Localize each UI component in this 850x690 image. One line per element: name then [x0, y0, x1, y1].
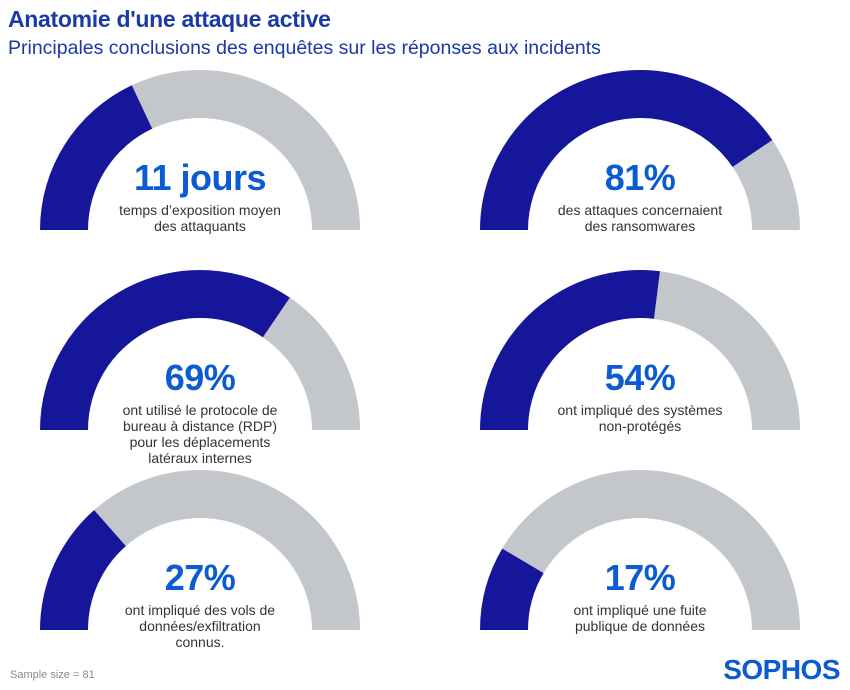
gauge-description: des attaques concernaient des ransomwares	[510, 202, 770, 234]
gauge-track	[94, 470, 361, 630]
sample-size-note: Sample size = 81	[10, 669, 95, 681]
gauge-fill	[480, 270, 661, 430]
gauge-fill	[480, 70, 773, 230]
gauge-fill	[40, 85, 153, 231]
description-line: données/exfiltration	[139, 618, 261, 634]
description-line: des attaquants	[154, 218, 246, 234]
description-line: non-protégés	[598, 418, 682, 434]
description-line: latéraux internes	[148, 450, 252, 466]
gauge-value: 81%	[604, 157, 676, 198]
description-line: des ransomwares	[584, 218, 696, 234]
gauge-label: 54% ont impliqué des systèmes non-protégés	[510, 357, 770, 435]
gauge-track	[654, 271, 800, 430]
description-line: temps d’exposition moyen	[119, 202, 281, 218]
description-line: publique de données	[574, 618, 705, 634]
gauge-fill	[40, 509, 126, 630]
gauge-value: 54%	[604, 357, 676, 398]
gauge-value: 17%	[604, 557, 676, 598]
gauge-description: ont impliqué des systèmes non-protégés	[510, 402, 770, 434]
description-line: bureau à distance (RDP)	[122, 418, 278, 434]
gauge-description: temps d’exposition moyen des attaquants	[70, 202, 330, 234]
page-subtitle: Principales conclusions des enquêtes sur…	[8, 37, 601, 59]
description-line: ont impliqué des vols de	[124, 602, 276, 618]
gauge-value: 27%	[164, 557, 236, 598]
page-title: Anatomie d'une attaque active	[8, 6, 331, 32]
description-line: des attaques concernaient	[557, 202, 723, 218]
description-line: connus.	[175, 634, 225, 650]
gauge-label: 17% ont impliqué une fuite publique de don…	[510, 557, 770, 635]
gauge-value: 69%	[164, 357, 236, 398]
description-line: ont impliqué une fuite	[573, 602, 707, 618]
gauge-track	[732, 140, 800, 230]
description-line: pour les déplacements	[129, 434, 271, 450]
gauge-track	[262, 297, 360, 430]
gauge-track	[131, 70, 360, 231]
gauge-label: 11 jours temps d’exposition moyen des atta…	[70, 157, 330, 235]
gauge-description: ont utilisé le protocole de bureau à dist…	[70, 402, 330, 466]
description-line: ont utilisé le protocole de	[122, 402, 278, 418]
gauge-track	[502, 469, 800, 630]
gauge-label: 27% ont impliqué des vols de données/exfil…	[70, 557, 330, 651]
gauge-fill	[480, 548, 544, 630]
gauge-label: 69% ont utilisé le protocole de bureau à d…	[70, 357, 330, 467]
gauge-fill	[40, 270, 290, 430]
gauge-description: ont impliqué une fuite publique de donnée…	[510, 602, 770, 634]
sophos-logo: SOPHOS	[723, 654, 840, 685]
description-line: ont impliqué des systèmes	[557, 402, 723, 418]
gauge-value: 11 jours	[133, 157, 267, 198]
gauge-label: 81% des attaques concernaient des ransomwa…	[510, 157, 770, 235]
gauge-description: ont impliqué des vols de données/exfiltra…	[70, 602, 330, 650]
